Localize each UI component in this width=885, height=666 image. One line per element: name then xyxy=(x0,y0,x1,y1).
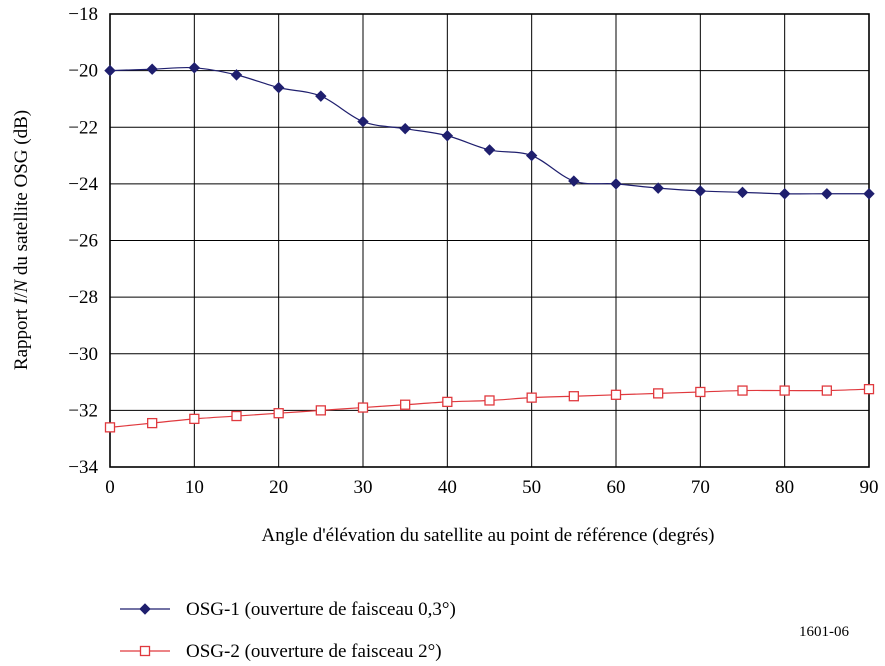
data-point xyxy=(610,178,622,190)
data-point xyxy=(442,396,453,408)
series-layer xyxy=(104,62,875,433)
data-point xyxy=(568,391,579,402)
x-axis-tick-labels: 0 10 20 30 40 50 60 70 80 90 xyxy=(105,477,878,498)
y-axis-title-italic-n: N xyxy=(11,279,32,294)
series-2 xyxy=(104,383,875,433)
x-tick-label: 10 xyxy=(185,477,204,498)
data-point xyxy=(736,186,749,199)
data-point xyxy=(357,402,369,413)
data-point xyxy=(188,62,201,74)
y-tick-label: −20 xyxy=(68,61,98,82)
legend-label: OSG-1 (ouverture de faisceau 0,3°) xyxy=(186,599,456,620)
x-tick-label: 20 xyxy=(269,477,288,498)
legend-item-1: OSG-1 (ouverture de faisceau 0,3°) xyxy=(120,599,456,620)
data-point xyxy=(526,392,537,403)
data-point xyxy=(694,185,707,197)
chart-grid xyxy=(110,14,869,467)
data-point xyxy=(863,188,875,200)
data-point xyxy=(778,188,791,200)
y-tick-label: −30 xyxy=(68,344,98,365)
x-tick-label: 70 xyxy=(691,477,710,498)
x-tick-label: 50 xyxy=(522,477,541,498)
data-point xyxy=(104,64,116,77)
y-tick-label: −22 xyxy=(68,117,98,138)
legend-label: OSG-2 (ouverture de faisceau 2°) xyxy=(186,641,442,662)
y-tick-label: −18 xyxy=(68,4,98,25)
y-axis-title-italic-i: I xyxy=(11,296,32,305)
y-axis-title: Rapport I/N du satellite OSG (dB) xyxy=(11,110,32,370)
data-point xyxy=(357,115,369,128)
y-axis-title-suffix: du satellite OSG (dB) xyxy=(11,110,32,280)
data-point xyxy=(484,395,495,406)
y-axis-tick-labels: −34 −32 −30 −28 −26 −24 −22 −20 −18 xyxy=(68,4,98,478)
x-tick-label: 60 xyxy=(607,477,626,498)
data-point xyxy=(315,405,326,416)
figure-id: 1601-06 xyxy=(799,624,849,640)
legend: OSG-1 (ouverture de faisceau 0,3°) OSG-2 … xyxy=(120,599,456,662)
y-axis-title-slash: / xyxy=(11,292,32,298)
x-tick-label: 0 xyxy=(105,477,115,498)
data-point xyxy=(653,388,664,399)
data-point xyxy=(525,149,538,162)
series-line xyxy=(109,388,870,428)
data-point xyxy=(821,385,832,396)
series-line xyxy=(109,66,869,195)
data-point xyxy=(821,188,833,200)
y-tick-label: −24 xyxy=(68,174,98,195)
data-point xyxy=(652,182,664,194)
legend-marker xyxy=(139,645,151,657)
legend-item-2: OSG-2 (ouverture de faisceau 2°) xyxy=(120,641,442,662)
legend-marker xyxy=(139,603,151,615)
data-point xyxy=(441,130,454,142)
data-point xyxy=(568,175,580,187)
data-point xyxy=(231,410,242,422)
data-point xyxy=(863,383,875,395)
data-point xyxy=(104,422,116,433)
y-axis-title-prefix: Rapport xyxy=(11,304,32,370)
plot-frame xyxy=(109,13,870,468)
data-point xyxy=(695,386,706,398)
x-axis-title: Angle d'élévation du satellite au point … xyxy=(262,525,715,546)
data-point xyxy=(273,408,284,419)
x-tick-label: 80 xyxy=(775,477,794,498)
y-tick-label: −34 xyxy=(68,457,98,478)
data-point xyxy=(272,81,285,94)
data-point xyxy=(146,63,158,75)
data-point xyxy=(315,90,327,102)
data-point xyxy=(483,144,496,156)
data-point xyxy=(147,417,158,429)
series-1 xyxy=(104,62,875,200)
x-tick-label: 30 xyxy=(354,477,373,498)
data-point xyxy=(737,385,748,396)
y-tick-label: −26 xyxy=(68,231,98,252)
data-point xyxy=(610,389,622,400)
y-tick-label: −28 xyxy=(68,287,98,308)
y-tick-label: −32 xyxy=(68,400,98,421)
x-tick-label: 40 xyxy=(438,477,457,498)
data-point xyxy=(230,69,243,81)
data-point xyxy=(400,399,411,410)
x-tick-label: 90 xyxy=(860,477,879,498)
data-point xyxy=(779,385,790,396)
data-point xyxy=(189,413,200,425)
data-point xyxy=(399,122,411,135)
